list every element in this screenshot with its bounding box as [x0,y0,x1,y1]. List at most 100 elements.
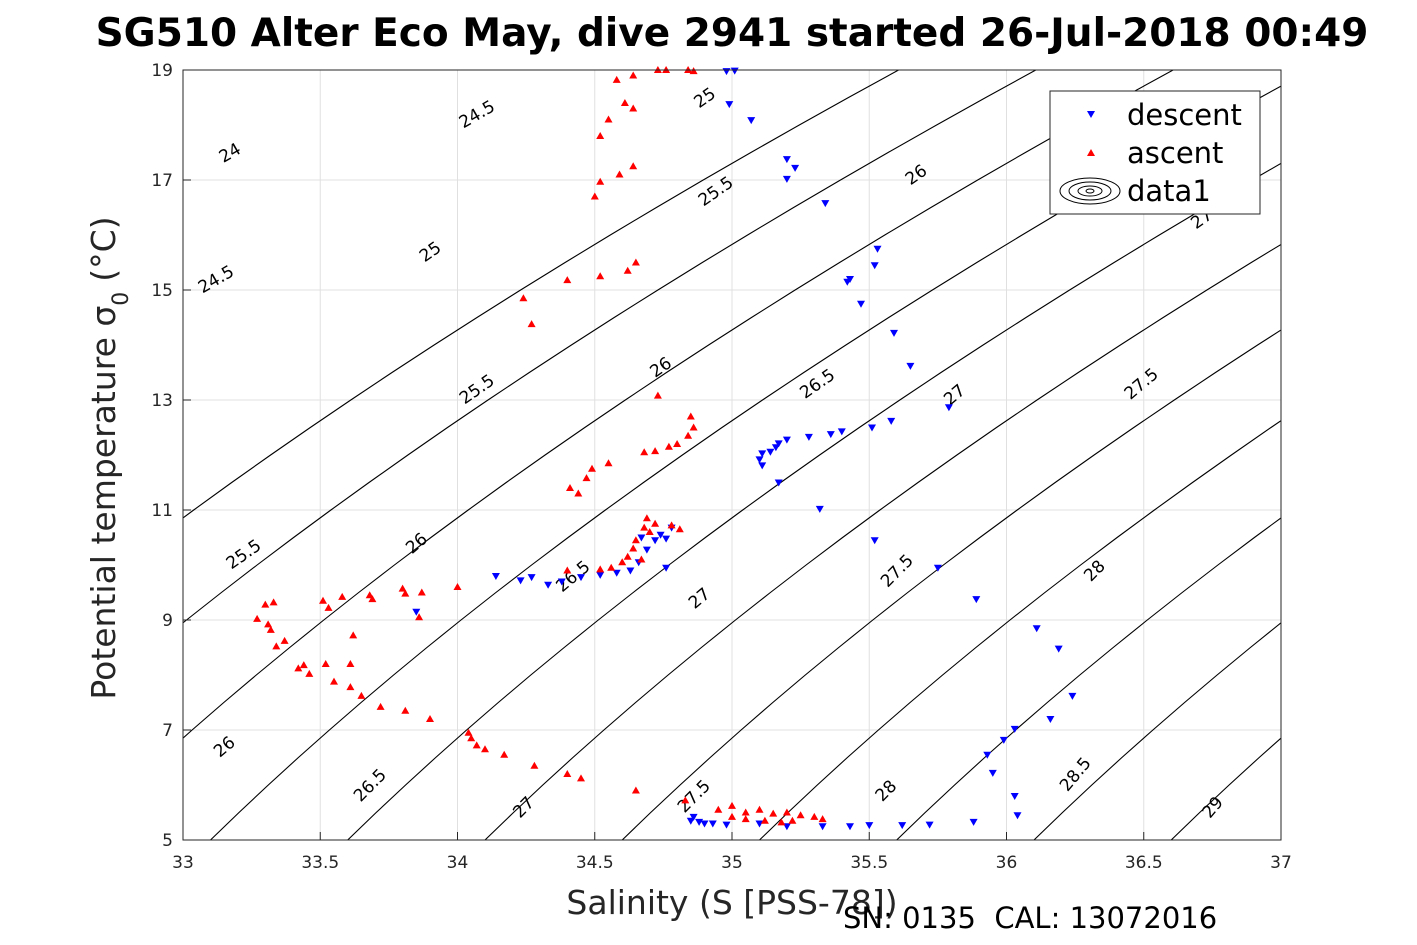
descent-point [596,571,605,579]
ascent-point [563,566,572,574]
descent-point [870,537,879,545]
ascent-point [261,600,270,608]
ascent-point [464,728,473,736]
ascent-point [527,320,536,328]
legend-box [1049,90,1261,215]
contour-label: 25 [416,238,445,267]
ascent-point [623,552,632,560]
descent-point [755,820,764,828]
ascent-point [349,631,358,639]
ascent-point [280,636,289,644]
descent-point [730,67,739,75]
ascent-point [623,266,632,274]
legend-descent-marker [1087,111,1095,118]
descent-point [1032,625,1041,633]
contour-label: 28.5 [1056,754,1096,796]
descent-point [1010,793,1019,800]
contour-label: 27.5 [1121,364,1163,404]
x-tick-label: 35.5 [850,853,888,873]
y-axis-ticks: 5 7 9 11 13 15 17 19 [151,61,191,851]
contour-label: 29 [1199,793,1228,822]
ascent-point [755,805,764,813]
ascent-point [324,603,333,611]
descent-point [725,101,734,109]
ascent-point [319,596,327,604]
ascent-point [563,770,572,777]
x-tick-label: 36 [996,853,1018,873]
descent-point [818,823,827,831]
descent-point [999,736,1008,744]
ascent-point [664,442,673,450]
descent-point [873,245,882,253]
descent-series [412,67,1077,831]
ascent-point [637,555,646,563]
footer-serial-cal: SN: 0135 CAL: 13072016 [843,901,1217,935]
ascent-point [357,691,366,699]
descent-point [722,821,731,829]
contour-label: 26.5 [350,765,391,806]
ascent-point [472,741,481,749]
ascent-point [769,809,778,817]
descent-point [782,156,791,164]
ascent-point [651,519,660,527]
ascent-point [615,170,624,178]
descent-point [722,68,731,76]
contour-label: 27.5 [674,776,715,817]
contour-label: 26 [210,733,239,762]
ascent-point [681,796,690,804]
x-tick-label: 33 [172,853,194,873]
ascent-point [631,536,640,544]
descent-point [983,751,992,759]
descent-point [821,200,830,208]
ascent-point [741,808,750,816]
ascent-point [467,734,476,742]
ascent-point [321,660,330,667]
ascent-point [338,592,347,600]
y-tick-label: 11 [151,501,173,521]
x-tick-label: 34.5 [576,853,614,873]
ascent-point [596,272,605,280]
x-tick-label: 35 [721,853,743,873]
contour-label: 24 [216,139,245,167]
ascent-point [629,104,638,112]
descent-point [651,537,660,545]
ascent-point [253,614,262,622]
ascent-point [376,702,385,710]
ascent-point [264,620,273,628]
ascent-point [675,525,684,533]
ascent-point [266,625,275,633]
ascent-point [604,459,613,467]
descent-point [1068,692,1077,700]
contour-label: 25 [690,84,719,113]
ascent-point [689,423,698,431]
ascent-point [596,565,605,573]
ascent-point [294,664,303,672]
descent-point [972,596,981,604]
descent-point [700,820,709,828]
ascent-point [631,258,640,266]
x-axis-label: Salinity (S [PSS-78]) [566,883,897,922]
ascent-point [577,774,585,782]
ascent-point [582,474,591,482]
y-axis-label-subscript: 0 [109,292,134,306]
descent-point [766,448,775,456]
ascent-point [415,613,424,621]
ascent-point [272,642,281,650]
contour-label: 24.5 [456,97,499,133]
ascent-point [588,464,596,472]
descent-point [662,535,671,543]
ascent-point [653,391,662,399]
descent-point [890,329,898,337]
descent-point [577,574,585,582]
descent-point [933,564,942,572]
y-axis-label-unit: (°C) [84,216,123,281]
descent-point [898,822,907,830]
y-tick-label: 5 [162,831,173,851]
ascent-point [612,75,621,83]
descent-point [755,456,764,464]
contour-label: 27 [940,381,969,410]
isopycnal-line [484,243,1281,840]
contour-label: 25.5 [456,371,498,409]
descent-point [774,479,783,487]
